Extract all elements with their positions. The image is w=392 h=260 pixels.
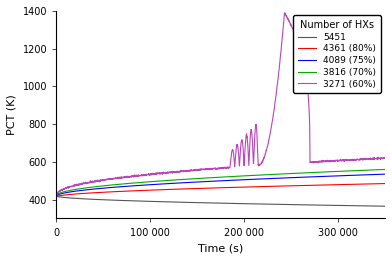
- 4361 (80%): [373, 182, 378, 185]
- 3816 (70%): [214, 176, 218, 179]
- 4089 (75%): [71, 190, 75, 193]
- 3271 (60%): [282, 11, 287, 15]
- 5451: [383, 205, 387, 208]
- 4089 (75%): [205, 180, 210, 183]
- 3816 (70%): [313, 171, 318, 174]
- 4361 (80%): [71, 193, 75, 196]
- 4361 (80%): [214, 186, 218, 190]
- 3271 (60%): [54, 194, 58, 197]
- Line: 4089 (75%): 4089 (75%): [56, 174, 385, 196]
- 4361 (80%): [205, 187, 210, 190]
- 4361 (80%): [383, 182, 387, 185]
- 4089 (75%): [373, 173, 378, 176]
- 3816 (70%): [205, 176, 210, 179]
- X-axis label: Time (s): Time (s): [198, 243, 243, 253]
- 3271 (60%): [214, 167, 218, 170]
- 3816 (70%): [373, 168, 378, 171]
- Y-axis label: PCT (K): PCT (K): [7, 94, 17, 135]
- 5451: [71, 197, 75, 200]
- 3271 (60%): [313, 160, 318, 164]
- 5451: [373, 205, 378, 208]
- 4361 (80%): [313, 184, 318, 187]
- 5451: [54, 194, 58, 197]
- Line: 5451: 5451: [56, 196, 385, 206]
- Line: 3816 (70%): 3816 (70%): [56, 170, 385, 196]
- 3271 (60%): [205, 168, 210, 171]
- 4089 (75%): [373, 173, 378, 176]
- 3271 (60%): [373, 157, 378, 160]
- Line: 4361 (80%): 4361 (80%): [56, 184, 385, 197]
- 3271 (60%): [383, 157, 387, 160]
- 5451: [205, 201, 210, 204]
- 3271 (60%): [373, 157, 378, 160]
- 3816 (70%): [373, 168, 378, 171]
- Legend: 5451, 4361 (80%), 4089 (75%), 3816 (70%), 3271 (60%): 5451, 4361 (80%), 4089 (75%), 3816 (70%)…: [293, 15, 381, 93]
- 3816 (70%): [71, 188, 75, 191]
- 4089 (75%): [313, 175, 318, 178]
- 3816 (70%): [383, 168, 387, 171]
- Line: 3271 (60%): 3271 (60%): [56, 13, 385, 196]
- 4089 (75%): [54, 195, 58, 198]
- 5451: [214, 202, 218, 205]
- 4089 (75%): [214, 179, 218, 183]
- 4089 (75%): [383, 173, 387, 176]
- 3816 (70%): [54, 194, 58, 197]
- 3271 (60%): [71, 185, 75, 188]
- 4361 (80%): [373, 182, 378, 185]
- 4361 (80%): [54, 195, 58, 198]
- 5451: [313, 204, 318, 207]
- 5451: [373, 205, 378, 208]
